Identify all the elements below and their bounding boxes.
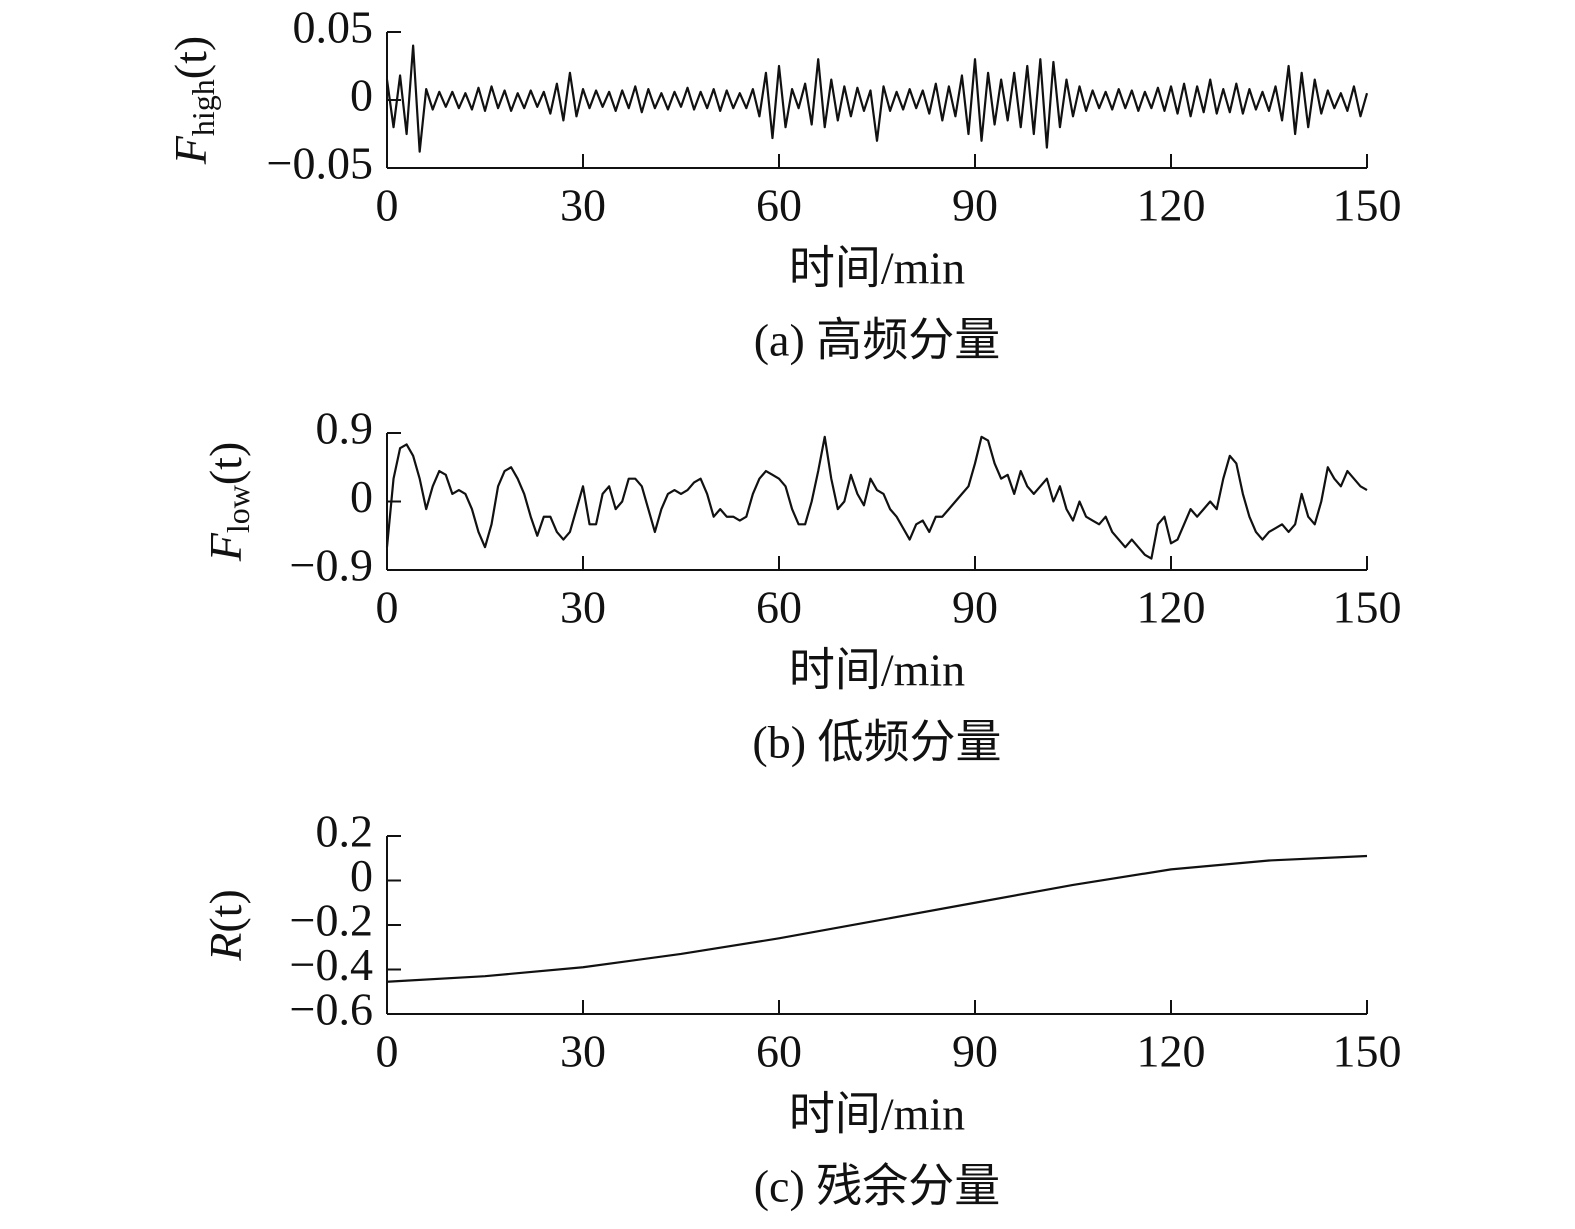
data-line [385, 435, 1368, 560]
data-line [385, 44, 1369, 153]
caption: (a) 高频分量 [754, 315, 1001, 366]
y-label-arg: (t) [200, 889, 251, 932]
y-tick-label: −0.05 [267, 138, 373, 189]
x-axis-label: 时间/min [789, 645, 965, 696]
x-tick-label: 30 [560, 180, 606, 231]
x-tick-label: 120 [1137, 582, 1206, 633]
x-tick-label: 90 [952, 180, 998, 231]
y-tick-label: −0.4 [290, 939, 373, 990]
caption: (b) 低频分量 [752, 717, 1001, 768]
x-tick-label: 90 [952, 582, 998, 633]
x-tick-label: 150 [1333, 180, 1402, 231]
y-axis-label: Flow(t) [200, 442, 257, 563]
x-axis-label: 时间/min [789, 1089, 965, 1140]
caption: (c) 残余分量 [754, 1161, 1001, 1212]
y-label-sub: high [185, 79, 221, 136]
x-tick-label: 0 [376, 1026, 399, 1077]
x-tick-label: 150 [1333, 582, 1402, 633]
y-axis-label: R(t) [200, 889, 251, 962]
y-label-base: F [165, 135, 216, 165]
y-label-arg: (t) [200, 442, 251, 485]
x-tick-label: 90 [952, 1026, 998, 1077]
x-axis-label: 时间/min [789, 243, 965, 294]
y-tick-label: −0.2 [290, 895, 373, 946]
x-tick-label: 60 [756, 1026, 802, 1077]
x-tick-label: 120 [1137, 1026, 1206, 1077]
y-label-base: F [200, 532, 251, 562]
x-tick-label: 60 [756, 180, 802, 231]
x-tick-label: 150 [1333, 1026, 1402, 1077]
y-tick-label: 0 [350, 70, 373, 121]
y-label-arg: (t) [165, 36, 216, 79]
y-tick-label: 0.05 [293, 2, 374, 53]
y-axis-label: Fhigh(t) [165, 36, 222, 165]
y-tick-label: 0.9 [316, 403, 374, 454]
x-tick-label: 60 [756, 582, 802, 633]
y-label-sub: low [220, 485, 256, 533]
y-tick-label: 0 [350, 850, 373, 901]
x-tick-label: 0 [376, 582, 399, 633]
y-tick-label: −0.6 [290, 984, 373, 1035]
x-tick-label: 120 [1137, 180, 1206, 231]
x-tick-label: 30 [560, 1026, 606, 1077]
x-tick-label: 30 [560, 582, 606, 633]
data-line [386, 854, 1368, 983]
x-tick-label: 0 [376, 180, 399, 231]
y-tick-label: 0.2 [316, 806, 374, 857]
y-label-base: R [200, 933, 251, 962]
y-tick-label: 0 [350, 471, 373, 522]
y-tick-label: −0.9 [290, 540, 373, 591]
